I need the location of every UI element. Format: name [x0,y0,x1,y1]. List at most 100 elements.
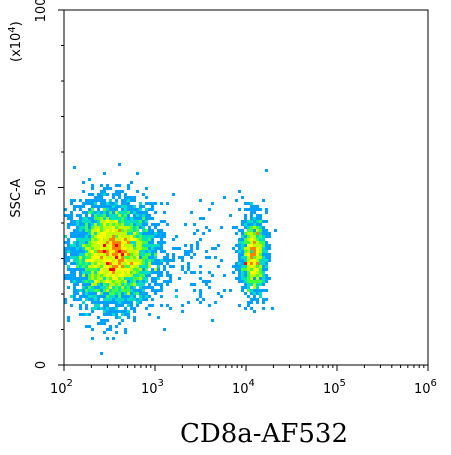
density-point [205,283,208,286]
density-point [100,322,103,325]
density-point [73,286,76,289]
density-point [70,304,73,307]
density-point [142,298,145,301]
density-point [235,199,238,202]
density-point [94,223,97,226]
density-point [250,307,253,310]
density-point [97,307,100,310]
density-point [115,232,118,235]
density-point [250,259,253,262]
density-point [100,286,103,289]
density-point [244,235,247,238]
density-point [136,283,139,286]
density-point [256,205,259,208]
density-point [97,226,100,229]
density-point [142,193,145,196]
density-point [106,193,109,196]
density-point [181,256,184,259]
density-point [187,268,190,271]
density-point [133,217,136,220]
density-point [238,247,241,250]
density-point [259,259,262,262]
density-point [133,265,136,268]
density-point [91,295,94,298]
density-point [91,223,94,226]
density-point [121,244,124,247]
density-point [163,280,166,283]
density-point [145,208,148,211]
density-point [142,274,145,277]
density-point [262,235,265,238]
density-point [115,199,118,202]
density-point [88,238,91,241]
density-point [157,241,160,244]
density-point [205,226,208,229]
density-point [253,232,256,235]
density-point [124,241,127,244]
density-point [106,274,109,277]
density-point [97,241,100,244]
density-point [145,217,148,220]
density-point [109,259,112,262]
density-point [166,280,169,283]
density-point [115,292,118,295]
density-point [85,199,88,202]
density-point [103,247,106,250]
density-point [112,313,115,316]
density-point [112,289,115,292]
density-point [97,211,100,214]
density-point [106,265,109,268]
density-point [127,295,130,298]
density-point [127,250,130,253]
density-point [70,274,73,277]
density-point [118,217,121,220]
density-point [127,262,130,265]
density-point [88,277,91,280]
density-point [103,277,106,280]
density-point [76,244,79,247]
density-point [106,247,109,250]
density-point [244,259,247,262]
density-point [163,256,166,259]
density-point [106,301,109,304]
density-point [235,265,238,268]
density-point [250,301,253,304]
density-point [133,232,136,235]
density-point [130,232,133,235]
density-point [244,277,247,280]
density-point [115,247,118,250]
density-point [166,256,169,259]
density-point [103,295,106,298]
density-point [154,202,157,205]
density-point [106,238,109,241]
density-point [250,217,253,220]
density-point [247,229,250,232]
density-point [142,217,145,220]
density-point [172,193,175,196]
density-point [70,250,73,253]
density-point [109,301,112,304]
density-point [133,277,136,280]
density-point [130,199,133,202]
density-point [250,268,253,271]
density-point [91,277,94,280]
density-point [97,283,100,286]
density-point [136,253,139,256]
density-point [97,316,100,319]
density-point [85,304,88,307]
density-point [115,235,118,238]
density-point [115,184,118,187]
density-point [100,223,103,226]
density-point [73,259,76,262]
density-point [85,202,88,205]
density-point [136,256,139,259]
density-point [106,223,109,226]
density-point [118,262,121,265]
density-point [73,298,76,301]
density-point [241,241,244,244]
density-point [208,286,211,289]
density-point [79,265,82,268]
density-point [127,229,130,232]
density-point [130,271,133,274]
density-point [118,235,121,238]
